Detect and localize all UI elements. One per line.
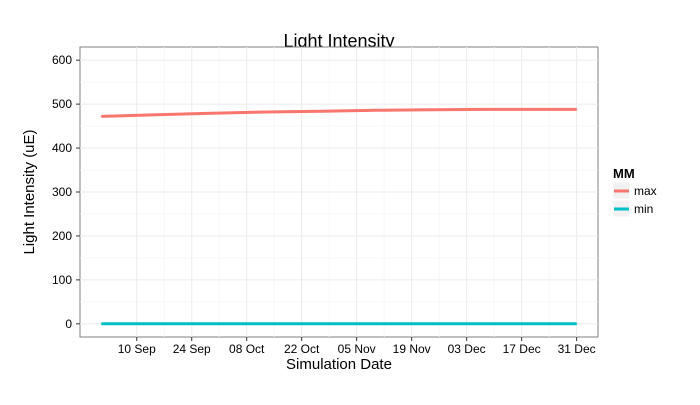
data-point-max [100, 115, 102, 118]
legend-label-min: min [634, 202, 653, 216]
x-axis-label: Simulation Date [286, 356, 392, 373]
data-point-min [576, 323, 578, 325]
legend-label-max: max [634, 184, 657, 198]
y-tick-label: 300 [52, 185, 72, 199]
data-point-min [430, 323, 432, 325]
data-point-min [320, 323, 322, 325]
y-tick-label: 0 [65, 317, 72, 331]
data-point-max [540, 108, 542, 110]
legend-items: max min [612, 181, 657, 218]
x-tick-label: 10 Sep [118, 342, 156, 356]
data-point-min [100, 323, 102, 325]
y-tick-label: 600 [52, 53, 72, 67]
series-line-max [101, 107, 577, 118]
data-point-min [485, 323, 487, 325]
x-tick-label: 22 Oct [284, 342, 320, 356]
y-axis-label: Light Intensity (uE) [21, 129, 38, 254]
data-point-max [210, 112, 212, 114]
y-axis: 0 100 200 300 400 500 600 [52, 53, 80, 331]
x-tick-label: 05 Nov [338, 342, 376, 356]
data-point-max [576, 108, 578, 110]
x-tick-label: 19 Nov [393, 342, 431, 356]
data-point-max [155, 114, 157, 116]
y-tick-label: 100 [52, 273, 72, 287]
data-point-max [375, 109, 377, 111]
data-point-min [540, 323, 542, 325]
data-point-min [265, 323, 267, 325]
data-point-max [320, 110, 322, 112]
data-point-min [375, 323, 377, 325]
chart-title: Light Intensity [283, 31, 394, 51]
data-point-max [265, 111, 267, 113]
y-tick-label: 200 [52, 229, 72, 243]
x-axis: 10 Sep 24 Sep 08 Oct 22 Oct 05 Nov 19 Nov 03 D… [118, 337, 596, 356]
data-point-min [210, 323, 212, 325]
x-tick-label: 17 Dec [503, 342, 541, 356]
x-tick-label: 31 Dec [558, 342, 596, 356]
y-tick-label: 400 [52, 141, 72, 155]
data-point-max [430, 109, 432, 111]
legend-title: MM [613, 166, 635, 181]
series-lines [100, 107, 578, 326]
x-tick-label: 24 Sep [173, 342, 211, 356]
x-tick-label: 08 Oct [229, 342, 265, 356]
legend: MM max min [612, 166, 657, 218]
y-tick-label: 500 [52, 97, 72, 111]
data-point-min [155, 323, 157, 325]
data-point-max [485, 108, 487, 110]
grid-lines [80, 47, 598, 337]
x-tick-label: 03 Dec [448, 342, 486, 356]
